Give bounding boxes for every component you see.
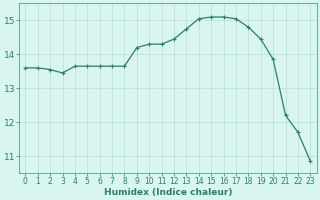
X-axis label: Humidex (Indice chaleur): Humidex (Indice chaleur) [104,188,232,197]
